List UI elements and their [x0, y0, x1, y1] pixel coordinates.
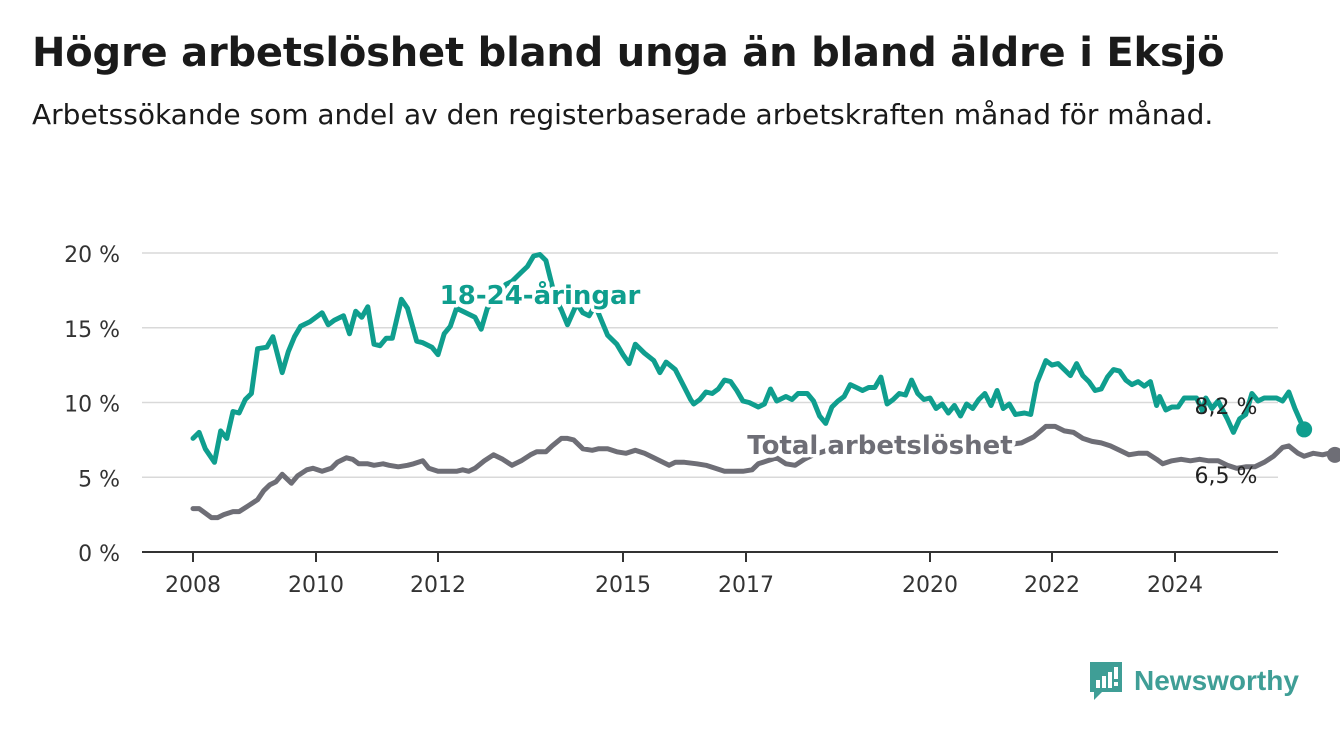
x-tick-label: 2024 [1147, 573, 1203, 598]
x-tick-label: 2022 [1024, 573, 1080, 598]
x-tick-label: 2020 [902, 573, 958, 598]
x-tick-label: 2010 [288, 573, 344, 598]
brand-logo: Newsworthy [1088, 660, 1299, 702]
end-point-youth [1296, 421, 1313, 438]
series-label-total: Total arbetslöshet [747, 431, 1012, 461]
end-label-youth: 8,2 % [1195, 395, 1258, 420]
series-line-youth [190, 252, 1307, 465]
x-tick-label: 2017 [718, 573, 774, 598]
y-tick-label: 15 % [64, 318, 120, 343]
y-tick-label: 0 % [78, 542, 120, 567]
newsworthy-logo-icon [1090, 662, 1122, 700]
x-tick-label: 2015 [595, 573, 651, 598]
series-line-total [190, 423, 1338, 521]
end-label-total: 6,5 % [1195, 464, 1258, 489]
brand-name: Newsworthy [1134, 665, 1299, 696]
series-label-youth: 18-24-åringar [440, 279, 641, 311]
y-tick-label: 5 % [78, 467, 120, 492]
x-tick-label: 2012 [410, 573, 466, 598]
chart-title: Högre arbetslöshet bland unga än bland ä… [32, 30, 1225, 76]
end-point-total [1326, 446, 1340, 463]
y-tick-label: 20 % [64, 243, 120, 268]
chart-subtitle: Arbetssökande som andel av den registerb… [32, 98, 1214, 131]
x-tick-label: 2008 [165, 573, 221, 598]
y-tick-label: 10 % [64, 393, 120, 418]
